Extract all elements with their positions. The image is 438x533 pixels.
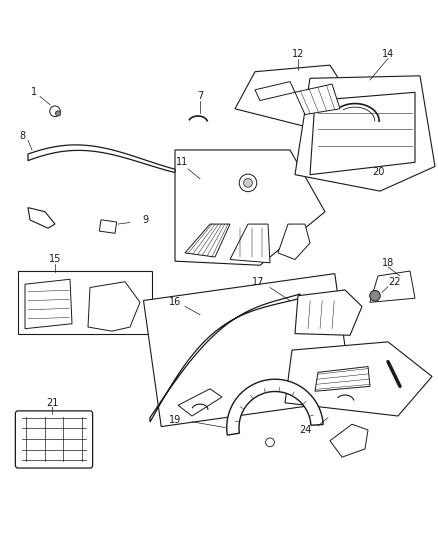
Polygon shape (369, 271, 414, 302)
Text: 22: 22 (388, 277, 400, 287)
Polygon shape (28, 208, 55, 228)
Polygon shape (284, 342, 431, 416)
Polygon shape (294, 76, 434, 191)
Circle shape (239, 174, 256, 192)
Polygon shape (234, 65, 354, 128)
Circle shape (369, 290, 379, 301)
Text: 8: 8 (19, 131, 25, 141)
Polygon shape (230, 224, 269, 263)
Text: 21: 21 (46, 398, 58, 408)
Polygon shape (314, 367, 369, 391)
Text: 9: 9 (141, 215, 148, 225)
Polygon shape (143, 273, 352, 426)
Text: 20: 20 (371, 167, 383, 177)
Polygon shape (309, 92, 414, 175)
Text: 7: 7 (196, 92, 203, 101)
Polygon shape (177, 389, 222, 416)
Polygon shape (294, 290, 361, 335)
Text: 16: 16 (169, 297, 181, 308)
Text: 1: 1 (31, 87, 37, 98)
Polygon shape (99, 220, 117, 233)
Circle shape (265, 438, 274, 447)
Text: 18: 18 (381, 258, 393, 268)
Text: 12: 12 (291, 49, 304, 59)
Text: 24: 24 (298, 425, 311, 435)
Polygon shape (277, 224, 309, 260)
Polygon shape (28, 145, 175, 173)
Text: 17: 17 (251, 277, 264, 287)
Text: 11: 11 (176, 157, 188, 167)
Circle shape (243, 179, 252, 187)
Polygon shape (18, 271, 152, 334)
Text: 14: 14 (381, 49, 393, 59)
Text: 15: 15 (49, 254, 61, 264)
Polygon shape (25, 279, 72, 329)
Polygon shape (150, 294, 299, 422)
Polygon shape (184, 224, 230, 257)
Polygon shape (254, 82, 294, 101)
Polygon shape (226, 379, 322, 435)
Polygon shape (294, 84, 339, 115)
Polygon shape (175, 150, 324, 265)
Circle shape (55, 111, 60, 116)
Text: 19: 19 (169, 415, 181, 425)
Polygon shape (88, 282, 140, 331)
Polygon shape (329, 424, 367, 457)
FancyBboxPatch shape (15, 411, 92, 468)
Circle shape (49, 106, 60, 117)
